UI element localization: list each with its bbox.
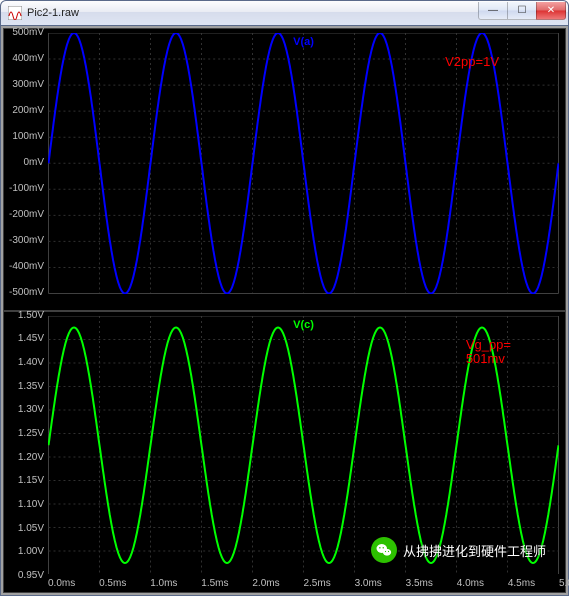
top-annotation: V2pp=1V bbox=[445, 55, 499, 70]
window-buttons: — ☐ ✕ bbox=[479, 2, 566, 20]
close-button[interactable]: ✕ bbox=[536, 2, 566, 20]
bottom-trace-label[interactable]: V(c) bbox=[291, 319, 316, 331]
top-svg bbox=[48, 33, 559, 294]
bottom-annotation: Vg_pp= 501mv bbox=[466, 338, 511, 368]
window-title: Pic2-1.raw bbox=[27, 7, 79, 19]
plot-area: 500mV400mV300mV200mV100mV0mV-100mV-200mV… bbox=[3, 28, 566, 593]
app-icon bbox=[7, 5, 23, 21]
client-area: 500mV400mV300mV200mV100mV0mV-100mV-200mV… bbox=[0, 26, 569, 596]
titlebar: Pic2-1.raw — ☐ ✕ bbox=[0, 0, 569, 26]
top-trace-label[interactable]: V(a) bbox=[291, 36, 316, 48]
bottom-y-axis: 1.50V1.45V1.40V1.35V1.30V1.25V1.20V1.15V… bbox=[4, 316, 46, 577]
wechat-icon bbox=[371, 537, 397, 563]
top-pane[interactable]: 500mV400mV300mV200mV100mV0mV-100mV-200mV… bbox=[3, 28, 566, 311]
top-plot[interactable]: V(a) V2pp=1V bbox=[48, 33, 559, 294]
x-axis: 0.0ms0.5ms1.0ms1.5ms2.0ms2.5ms3.0ms3.5ms… bbox=[48, 578, 559, 592]
minimize-button[interactable]: — bbox=[478, 2, 508, 20]
top-y-axis: 500mV400mV300mV200mV100mV0mV-100mV-200mV… bbox=[4, 33, 46, 294]
bottom-plot[interactable]: V(c) Vg_pp= 501mv bbox=[48, 316, 559, 575]
watermark: 从拂拂进化到硬件工程师 bbox=[371, 537, 546, 563]
watermark-text: 从拂拂进化到硬件工程师 bbox=[403, 541, 546, 560]
maximize-button[interactable]: ☐ bbox=[507, 2, 537, 20]
